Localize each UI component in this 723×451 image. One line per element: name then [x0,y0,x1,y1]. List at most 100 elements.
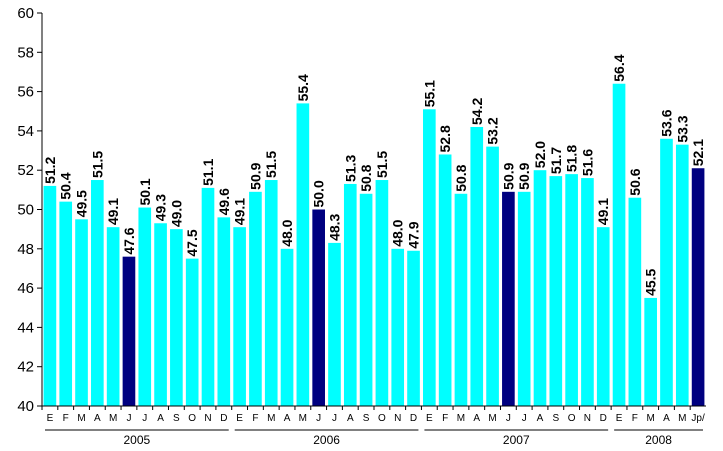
y-tick-label: 46 [17,280,34,297]
bar [533,170,547,406]
bar-value-label: 49.1 [595,198,611,225]
bar [138,207,152,406]
y-tick-label: 48 [17,241,34,258]
bar-value-label: 53.6 [658,109,674,136]
data-labels: 51.250.449.551.549.147.650.149.3 49.047.5… [42,54,706,296]
bar-value-label: 47.5 [184,229,200,256]
bar [612,83,626,407]
bar-value-label: 50.0 [311,180,327,207]
bar-value-label: 55.4 [295,74,311,101]
bar-value-label: 49.6 [216,188,232,215]
y-tick-label: 58 [17,44,34,61]
y-tick-label: 52 [17,162,34,179]
month-label: M [678,413,686,424]
bar-value-label: 50.8 [453,164,469,191]
bar-value-label: 51.8 [564,145,580,172]
month-label: A [94,413,101,424]
bar-value-label: 52.8 [437,125,453,152]
bar [486,146,499,406]
bar-value-label: 53.3 [674,115,690,142]
bar [517,191,531,406]
bar-value-label: 49.5 [74,190,90,217]
bar [59,201,73,406]
month-label: S [173,413,180,424]
y-tick-label: 40 [17,398,34,415]
bar [249,191,262,406]
y-tick-label: 44 [17,319,34,336]
bar-value-label: 47.9 [406,221,422,248]
bar-value-label: 50.8 [358,164,374,191]
bar-highlight [312,209,325,406]
bar-value-label: 50.6 [627,168,643,195]
bar-value-label: 51.2 [42,156,58,183]
bar [391,248,405,406]
bar-value-label: 54.2 [469,98,485,125]
bar-value-label: 47.6 [121,227,137,254]
bar-value-label: 45.5 [643,268,659,295]
bar-value-label: 56.4 [611,54,627,81]
month-label: Jp/ [691,413,705,424]
bar [185,258,199,406]
bar-highlight [691,168,705,406]
bar-value-label: 48.3 [326,213,342,240]
year-label: 2006 [313,433,340,447]
month-label: J [316,413,321,424]
month-label: O [188,413,196,424]
month-label: M [646,413,654,424]
month-label: F [632,413,638,424]
bar [328,242,341,406]
bar-value-label: 51.6 [579,149,595,176]
bar [375,180,389,406]
y-tick-label: 60 [17,5,34,22]
bar-value-label: 48.0 [390,219,406,246]
bar [75,219,88,406]
month-label: A [473,413,480,424]
bar [343,183,357,406]
bar-value-label: 50.9 [516,162,532,189]
bar [280,248,294,406]
bar [106,227,120,406]
x-axis-year-labels: 2005 2006 2007 2008 [45,429,703,447]
bar [423,109,436,406]
bar-value-label: 49.1 [232,198,248,225]
month-label: A [537,413,544,424]
bar-highlight [122,256,136,406]
bar [438,154,452,406]
month-label: J [332,413,337,424]
bar-value-label: 53.2 [485,117,501,144]
bar [233,227,246,406]
bar [217,217,231,406]
bar [660,138,673,406]
month-label: A [663,413,670,424]
month-label: J [522,413,527,424]
bar-value-label: 50.9 [500,162,516,189]
month-label: D [600,413,607,424]
month-label: E [47,413,54,424]
bar [581,178,594,406]
bar [359,193,373,406]
month-label: J [506,413,511,424]
bar [43,185,57,406]
year-label: 2005 [124,433,151,447]
bar-value-label: 51.1 [200,158,216,185]
bar-value-label: 49.0 [168,200,184,227]
month-label: M [109,413,117,424]
bar [549,176,563,406]
bar-value-label: 49.1 [105,198,121,225]
month-label: M [299,413,307,424]
bar [565,174,578,406]
bar [596,227,610,406]
month-label: F [442,413,448,424]
month-label: M [77,413,85,424]
bar [296,103,310,406]
bar-value-label: 52.1 [690,139,706,166]
month-label: M [267,413,275,424]
month-label: J [126,413,131,424]
month-label: E [616,413,623,424]
bar-value-label: 55.1 [421,80,437,107]
month-label: S [363,413,370,424]
month-label: N [584,413,591,424]
month-label: A [157,413,164,424]
bar-value-label: 48.0 [279,219,295,246]
